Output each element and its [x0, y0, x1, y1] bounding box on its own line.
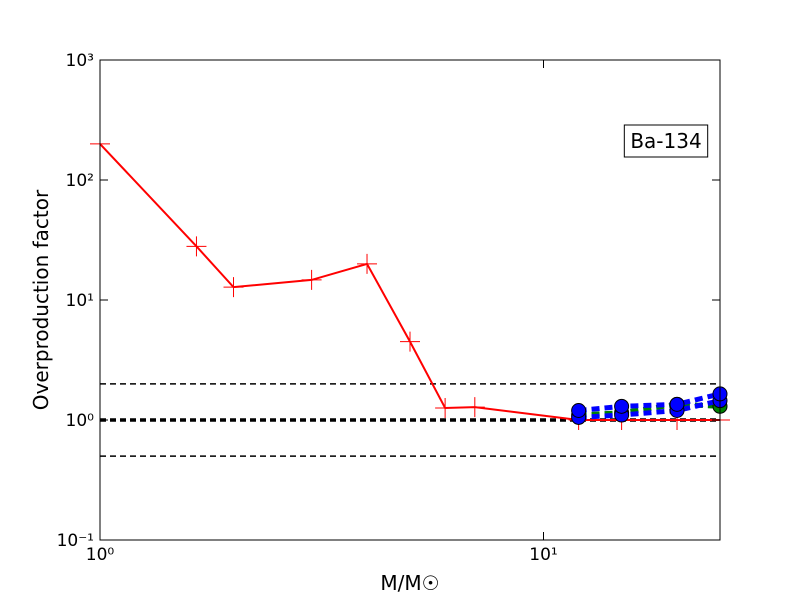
series-line — [578, 398, 720, 420]
y-tick-label: 10¹ — [66, 291, 94, 311]
plus-marker — [357, 253, 378, 274]
y-tick-label: 10⁰ — [66, 411, 95, 431]
plus-marker — [464, 397, 485, 418]
y-axis-label: Overproduction factor — [29, 189, 53, 410]
x-tick-label: 10⁰ — [86, 545, 115, 565]
plus-marker — [301, 269, 322, 290]
y-tick-label: 10³ — [66, 51, 94, 71]
plus-marker — [400, 331, 420, 352]
annotation: Ba-134 — [630, 129, 701, 153]
x-axis-label: M/M☉ — [380, 571, 439, 595]
y-tick-label: 10⁻¹ — [57, 531, 94, 551]
circle-marker — [614, 398, 630, 414]
annotation-box — [623, 124, 709, 158]
series-line — [578, 391, 720, 413]
y-tick-label: 10² — [66, 171, 94, 191]
circle-marker — [571, 402, 587, 418]
x-tick-label: 10¹ — [529, 545, 557, 565]
plus-marker — [435, 397, 456, 418]
plus-marker — [223, 277, 244, 298]
circle-marker — [669, 396, 685, 412]
plus-marker — [186, 236, 207, 257]
